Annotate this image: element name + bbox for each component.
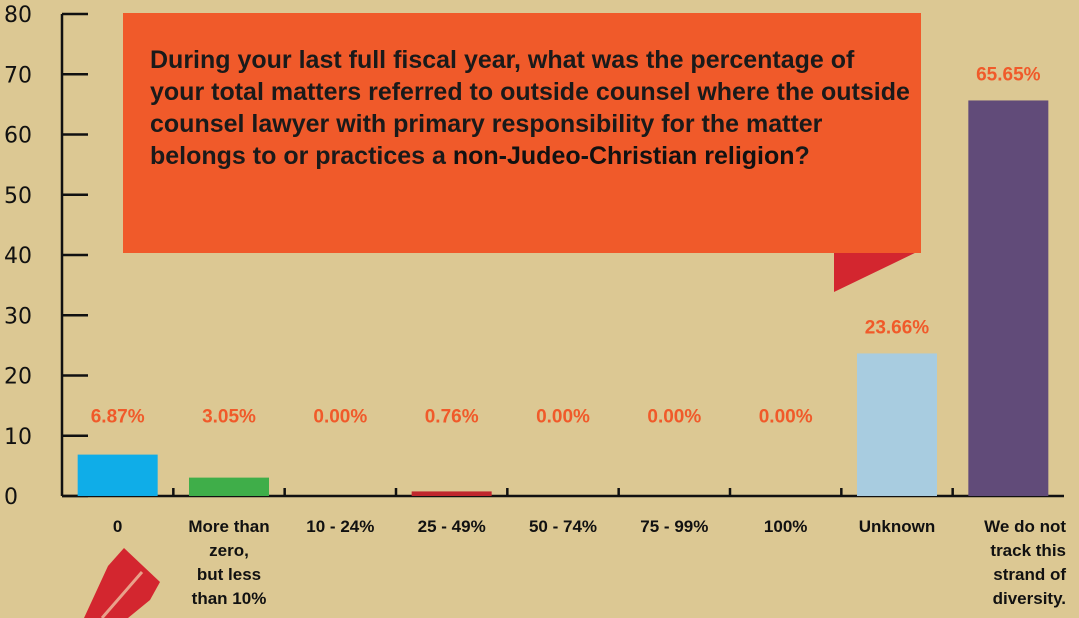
y-tick-label: 80 — [4, 3, 32, 28]
y-tick-label: 30 — [4, 304, 32, 329]
data-label: 3.05% — [202, 407, 256, 428]
question-text-before: During your last full fiscal year, what … — [150, 46, 910, 170]
y-tick-label: 50 — [4, 184, 32, 209]
bar — [857, 353, 937, 496]
category-label: diversity. — [993, 589, 1066, 608]
y-tick-label: 70 — [4, 63, 32, 88]
category-label: 75 - 99% — [640, 517, 708, 536]
bar — [411, 491, 492, 496]
category-label: track this — [990, 541, 1066, 560]
y-tick-label: 40 — [4, 244, 32, 269]
pencil-stripe — [100, 571, 144, 618]
data-label: 0.00% — [647, 407, 701, 428]
y-tick-label: 10 — [4, 425, 32, 450]
category-label: 0 — [113, 517, 122, 536]
chart-decorations — [84, 250, 921, 618]
data-label: 65.65% — [976, 64, 1041, 85]
question-text-after: ? — [794, 142, 810, 170]
category-label: 50 - 74% — [529, 517, 597, 536]
y-tick-label: 60 — [4, 124, 32, 149]
data-label: 0.00% — [759, 407, 813, 428]
data-label: 0.00% — [536, 407, 590, 428]
category-label: 25 - 49% — [418, 517, 486, 536]
bar — [189, 477, 269, 496]
bar — [77, 454, 158, 496]
category-label: but less — [197, 565, 261, 584]
category-label: strand of — [993, 565, 1066, 584]
question-highlight: non-Judeo-Christian religion — [452, 142, 795, 170]
data-label: 0.76% — [425, 407, 479, 428]
category-label: Unknown — [859, 517, 936, 536]
y-tick-label: 0 — [4, 485, 18, 510]
chart-bars — [77, 100, 1049, 497]
chart-labels: 6.87% 0 3.05% More than zero, but less than 10… — [91, 64, 1067, 608]
y-tick-label: 20 — [4, 365, 32, 390]
data-label: 23.66% — [865, 317, 930, 338]
data-label: 0.00% — [313, 407, 367, 428]
category-label: 100% — [764, 517, 807, 536]
category-label: We do not — [984, 517, 1066, 536]
data-label: 6.87% — [91, 407, 145, 428]
bar — [968, 100, 1049, 497]
pencil-decoration — [84, 548, 160, 618]
question-callout — [123, 13, 921, 253]
question-text: During your last full fiscal year, what … — [150, 44, 910, 172]
category-label: 10 - 24% — [306, 517, 374, 536]
category-label: zero, — [209, 541, 249, 560]
category-label: than 10% — [192, 589, 267, 608]
category-label: More than — [188, 517, 269, 536]
callout-tail — [834, 250, 921, 292]
